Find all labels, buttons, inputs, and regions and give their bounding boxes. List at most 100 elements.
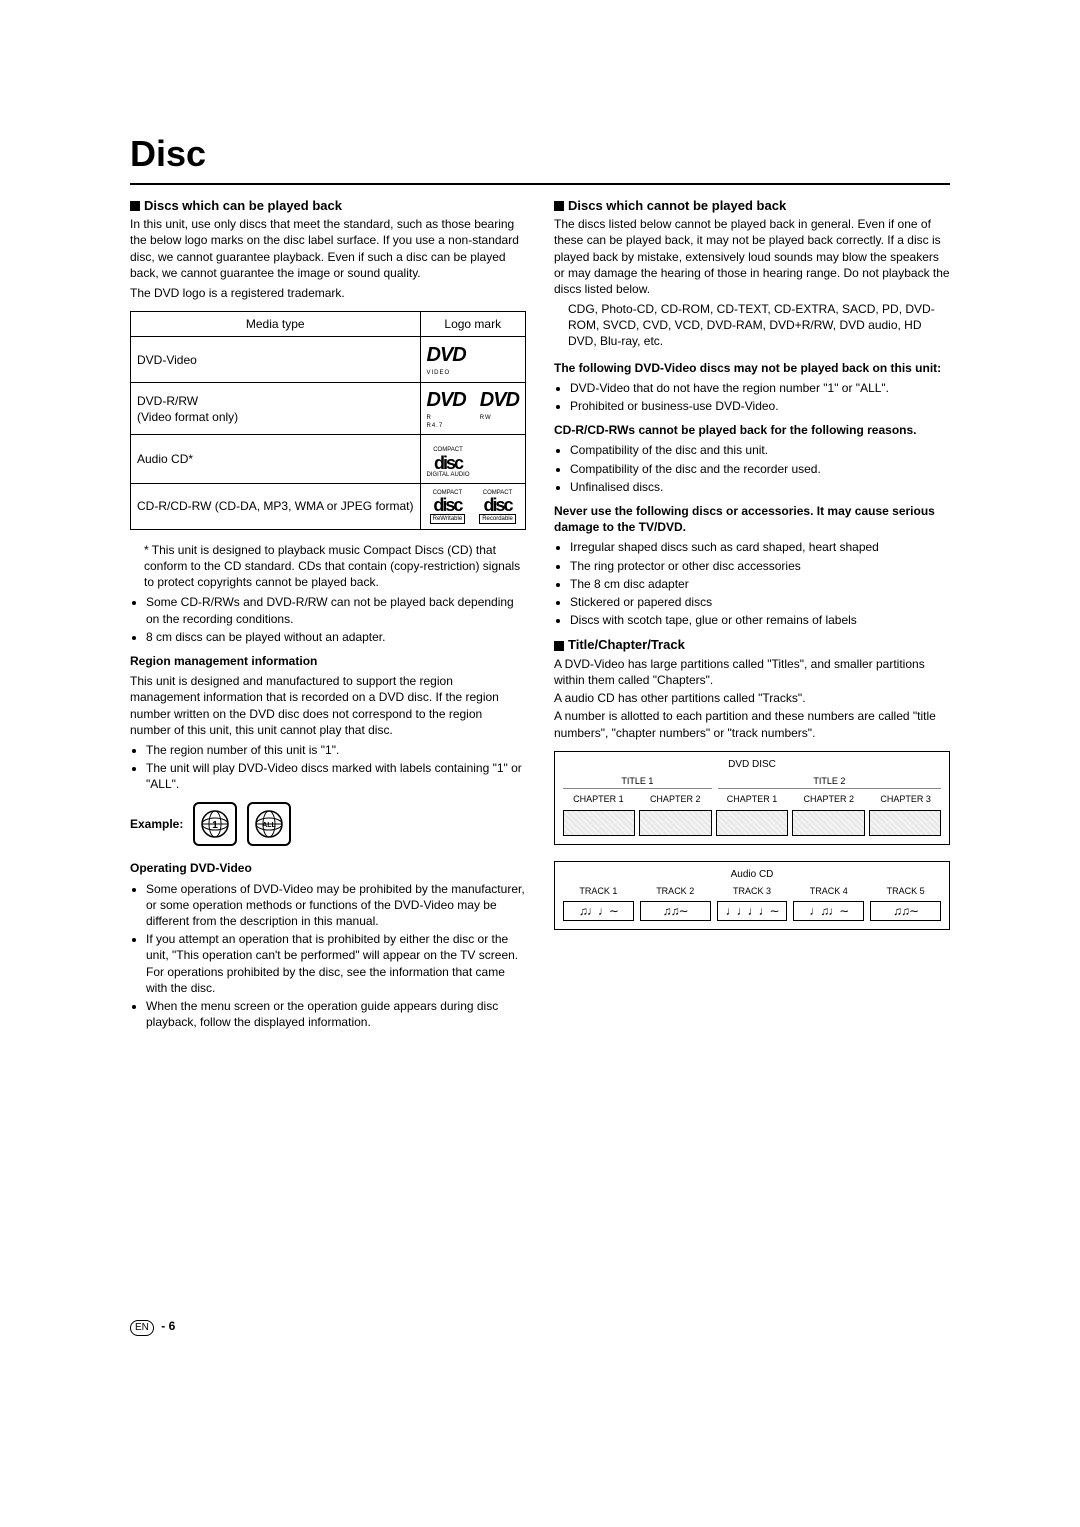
track-wave-icon: ♩♩♩♩∼ (717, 901, 788, 921)
logo-cell: DVD RR4.7 DVD RW (420, 383, 526, 435)
cdr-bullets: Compatibility of the disc and this unit.… (554, 442, 950, 495)
cd-rw-logo-icon: COMPACT disc ReWritable (430, 489, 466, 524)
media-table: Media type Logo mark DVD-Video DVD VIDEO… (130, 311, 526, 530)
track-wave-icon: ♩♫♩∼ (793, 901, 864, 921)
logo-cell: DVD VIDEO (420, 337, 526, 383)
cannot-paragraph: The discs listed below cannot be played … (554, 216, 950, 297)
heading-playable-text: Discs which can be played back (144, 198, 342, 213)
list-item: Unfinalised discs. (570, 479, 950, 495)
list-item: Stickered or papered discs (570, 594, 950, 610)
media-cell: DVD-R/RW (Video format only) (131, 383, 421, 435)
track-label: TRACK 5 (870, 885, 941, 897)
title-1-label: TITLE 1 (563, 775, 712, 789)
heading-never: Never use the following discs or accesso… (554, 503, 950, 535)
cannot-list: CDG, Photo-CD, CD-ROM, CD-TEXT, CD-EXTRA… (554, 301, 950, 350)
svg-text:ALL: ALL (263, 822, 277, 829)
table-row: CD-R/CD-RW (CD-DA, MP3, WMA or JPEG form… (131, 483, 526, 529)
heading-playable: Discs which can be played back (130, 197, 526, 215)
list-item: The 8 cm disc adapter (570, 576, 950, 592)
chapter-thumb-icon (792, 810, 864, 836)
never-bullets: Irregular shaped discs such as card shap… (554, 539, 950, 628)
list-item: Compatibility of the disc and this unit. (570, 442, 950, 458)
asterisk-note: * This unit is designed to playback musi… (130, 542, 526, 591)
list-item: Prohibited or business-use DVD-Video. (570, 398, 950, 414)
svg-text:1: 1 (213, 820, 219, 831)
track-wave-icon: ♫♫∼ (640, 901, 711, 921)
media-cell: Audio CD* (131, 435, 421, 483)
chapter-thumb-icon (639, 810, 711, 836)
track-label: TRACK 4 (793, 885, 864, 897)
heading-cdr: CD-R/CD-RWs cannot be played back for th… (554, 422, 950, 438)
cd-diagram-heading: Audio CD (563, 868, 941, 882)
table-row: DVD-R/RW (Video format only) DVD RR4.7 D… (131, 383, 526, 435)
logo-cell: COMPACT disc DIGITAL AUDIO (420, 435, 526, 483)
heading-operating: Operating DVD-Video (130, 860, 526, 876)
chapter-thumb-icon (869, 810, 941, 836)
page-title: Disc (130, 130, 950, 179)
dvd-rw-sub: RW (480, 414, 519, 422)
list-item: Some CD-R/RWs and DVD-R/RW can not be pl… (146, 594, 526, 626)
track-label: TRACK 2 (640, 885, 711, 897)
list-item: When the menu screen or the operation gu… (146, 998, 526, 1030)
chapter-label: CHAPTER 1 (717, 793, 788, 805)
list-item: The region number of this unit is "1". (146, 742, 526, 758)
list-item: The ring protector or other disc accesso… (570, 558, 950, 574)
chapter-label: CHAPTER 2 (793, 793, 864, 805)
heading-following: The following DVD-Video discs may not be… (554, 360, 950, 376)
compact-disc-logo-icon: COMPACT disc DIGITAL AUDIO (427, 446, 470, 478)
heading-title-text: Title/Chapter/Track (568, 637, 685, 652)
table-row: Audio CD* COMPACT disc DIGITAL AUDIO (131, 435, 526, 483)
page-footer: EN - 6 (130, 1318, 950, 1336)
footer-lang-badge: EN (130, 1320, 154, 1336)
media-cell: CD-R/CD-RW (CD-DA, MP3, WMA or JPEG form… (131, 483, 421, 529)
list-item: The unit will play DVD-Video discs marke… (146, 760, 526, 792)
list-item: Irregular shaped discs such as card shap… (570, 539, 950, 555)
playback-notes-list: Some CD-R/RWs and DVD-R/RW can not be pl… (130, 594, 526, 645)
track-wave-icon: ♫♫∼ (870, 901, 941, 921)
cd-r-logo-icon: COMPACT disc Recordable (479, 489, 516, 524)
dvd-logo-sub: VIDEO (427, 369, 520, 377)
audio-cd-diagram: Audio CD TRACK 1 TRACK 2 TRACK 3 TRACK 4… (554, 861, 950, 931)
track-label: TRACK 3 (717, 885, 788, 897)
table-head-logo: Logo mark (420, 312, 526, 337)
heading-cannot-text: Discs which cannot be played back (568, 198, 786, 213)
square-bullet-icon (554, 641, 564, 651)
dvd-disc-diagram: DVD DISC TITLE 1 TITLE 2 CHAPTER 1 CHAPT… (554, 751, 950, 845)
region-globe-1-icon: 1 (193, 802, 237, 846)
region-bullets: The region number of this unit is "1". T… (130, 742, 526, 793)
list-item: If you attempt an operation that is proh… (146, 931, 526, 996)
table-head-media: Media type (131, 312, 421, 337)
title-p3: A number is allotted to each partition a… (554, 708, 950, 740)
heading-rule (130, 183, 950, 185)
track-label: TRACK 1 (563, 885, 634, 897)
region-globe-all-icon: ALL (247, 802, 291, 846)
region-paragraph: This unit is designed and manufactured t… (130, 673, 526, 738)
chapter-label: CHAPTER 2 (640, 793, 711, 805)
logo-cell: COMPACT disc ReWritable COMPACT disc Rec… (420, 483, 526, 529)
dvd-rw-logo-icon: DVD (480, 387, 519, 414)
list-item: Discs with scotch tape, glue or other re… (570, 612, 950, 628)
table-row: DVD-Video DVD VIDEO (131, 337, 526, 383)
list-item: Some operations of DVD-Video may be proh… (146, 881, 526, 930)
list-item: 8 cm discs can be played without an adap… (146, 629, 526, 645)
follow-bullets: DVD-Video that do not have the region nu… (554, 380, 950, 414)
footer-page-number: - 6 (158, 1319, 175, 1333)
title-2-label: TITLE 2 (718, 775, 941, 789)
title-p2: A audio CD has other partitions called "… (554, 690, 950, 706)
dvd-diagram-heading: DVD DISC (563, 758, 941, 772)
dvd-logo-icon: DVD (427, 342, 520, 369)
dvd-r-logo-icon: DVD (427, 387, 466, 414)
heading-title-chapter: Title/Chapter/Track (554, 636, 950, 654)
track-wave-icon: ♫♩♩∼ (563, 901, 634, 921)
chapter-thumb-icon (563, 810, 635, 836)
operating-bullets: Some operations of DVD-Video may be proh… (130, 881, 526, 1031)
chapter-thumb-icon (716, 810, 788, 836)
left-column: Discs which can be played back In this u… (130, 197, 526, 1039)
heading-cannot: Discs which cannot be played back (554, 197, 950, 215)
heading-region: Region management information (130, 653, 526, 669)
chapter-label: CHAPTER 1 (563, 793, 634, 805)
media-cell: DVD-Video (131, 337, 421, 383)
dvd-r-sub: RR4.7 (427, 414, 466, 430)
square-bullet-icon (130, 201, 140, 211)
square-bullet-icon (554, 201, 564, 211)
